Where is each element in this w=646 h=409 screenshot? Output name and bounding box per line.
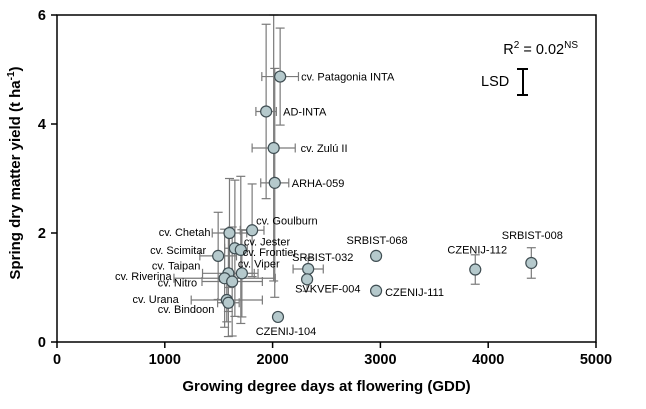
- r2-base: R: [503, 41, 514, 58]
- y-tick-label-6: 6: [38, 8, 46, 24]
- data-point-srbist-068: [369, 249, 383, 262]
- point-label-cv-patagonia-inta: cv. Patagonia INTA: [301, 72, 395, 84]
- point-label-srbist-032: SRBIST-032: [292, 252, 353, 264]
- plot-frame: [56, 14, 597, 343]
- data-point-arha-059: [268, 176, 281, 189]
- point-label-cv-frontier: cv. Frontier: [243, 247, 298, 259]
- point-label-cv-viper: cv. Viper: [238, 258, 280, 270]
- data-point-cv-chetah: [223, 226, 236, 240]
- data-point-cv-viper: [235, 267, 248, 280]
- point-label-srbist-068: SRBIST-068: [347, 235, 408, 247]
- point-label-arha-059: ARHA-059: [292, 178, 345, 190]
- data-point-cv-patagonia-inta: [274, 70, 287, 83]
- point-label-cv-goulburn: cv. Goulburn: [256, 215, 318, 227]
- point-label-ad-inta: AD-INTA: [283, 106, 327, 118]
- x-tick-label-4000: 4000: [472, 352, 504, 368]
- data-point-cv-goulburn: [246, 224, 259, 237]
- y-tick-label-2: 2: [38, 226, 46, 242]
- data-point-svkvef-004: [300, 273, 314, 286]
- y-tick-label-4: 4: [38, 117, 46, 133]
- data-point-ad-inta: [260, 105, 273, 118]
- data-point-cv-zul-ii: [267, 141, 280, 155]
- x-tick-label-2000: 2000: [256, 352, 288, 368]
- data-point-cv-scimitar: [212, 249, 225, 262]
- lsd-annotation: LSD: [481, 68, 529, 96]
- point-label-svkvef-004: SVKVEF-004: [295, 283, 360, 295]
- y-axis-title-superscript: -1: [6, 71, 17, 81]
- x-tick-label-0: 0: [53, 352, 61, 368]
- data-point-czenij-112: [469, 263, 482, 276]
- x-tick-label-3000: 3000: [364, 352, 396, 368]
- y-tick-label-0: 0: [38, 335, 46, 351]
- y-axis-title-close: ): [7, 66, 24, 72]
- lsd-errorbar-icon: [517, 68, 529, 96]
- lsd-label: LSD: [481, 74, 510, 90]
- point-label-cv-taipan: cv. Taipan: [152, 260, 201, 272]
- point-label-srbist-008: SRBIST-008: [502, 230, 563, 242]
- point-label-cv-zul-ii: cv. Zulú II: [301, 143, 348, 155]
- y-axis-title: Spring dry matter yield (t ha-1): [6, 7, 26, 339]
- data-point-srbist-008: [525, 256, 538, 270]
- data-point-cv-nitro: [226, 275, 239, 288]
- point-label-cv-chetah: cv. Chetah: [159, 227, 211, 239]
- point-label-cv-scimitar: cv. Scimitar: [150, 245, 206, 257]
- point-label-czenij-104: CZENIJ-104: [256, 326, 317, 338]
- point-label-czenij-112: CZENIJ-112: [447, 245, 507, 257]
- y-axis-title-text: Spring dry matter yield (t ha: [7, 80, 24, 280]
- point-label-cv-bindoon: cv. Bindoon: [158, 304, 215, 316]
- data-point-cv-frontier: [234, 243, 247, 256]
- r-squared-annotation: R2 = 0.02NS: [503, 40, 578, 58]
- x-tick-label-5000: 5000: [580, 352, 612, 368]
- r2-exponent: 2: [513, 40, 520, 51]
- point-label-cv-riverina: cv. Riverina: [115, 271, 173, 283]
- x-tick-label-1000: 1000: [149, 352, 181, 368]
- point-label-cv-nitro: cv. Nitro: [158, 278, 198, 290]
- data-point-srbist-032: [302, 262, 315, 276]
- point-label-cv-jester: cv. Jester: [244, 236, 291, 248]
- x-axis-title: Growing degree days at flowering (GDD): [182, 378, 471, 395]
- r2-significance: NS: [564, 40, 578, 51]
- data-point-czenij-104: [271, 310, 285, 324]
- point-label-cv-urana: cv. Urana: [133, 294, 180, 306]
- data-point-czenij-111: [369, 284, 383, 297]
- data-point-cv-bindoon: [222, 296, 235, 309]
- point-label-czenij-111: CZENIJ-111: [385, 287, 444, 299]
- r2-value: = 0.02: [519, 41, 565, 58]
